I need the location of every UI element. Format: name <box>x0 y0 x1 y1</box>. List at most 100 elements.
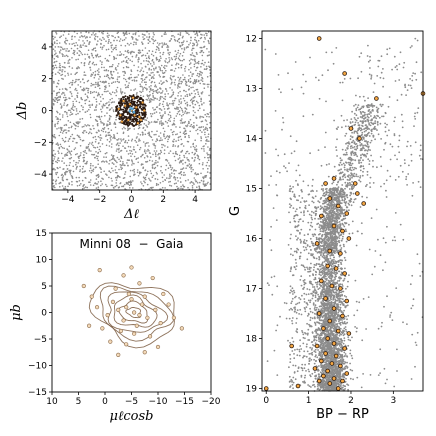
field-star-point <box>133 174 135 177</box>
field-star-point <box>120 138 122 140</box>
field-star-point <box>156 130 158 132</box>
field-star-point <box>74 35 76 38</box>
field-star-point <box>139 134 142 136</box>
field-star-point <box>189 104 191 107</box>
field-star-point <box>147 123 150 125</box>
field-star-point <box>180 98 182 100</box>
field-star-point <box>91 74 94 76</box>
field-star-point <box>195 69 197 72</box>
field-star-point <box>137 161 139 164</box>
field-star-point <box>178 113 181 116</box>
field-star-point <box>75 72 77 74</box>
field-star-point <box>195 173 198 176</box>
field-star-point <box>157 118 159 121</box>
field-star-point <box>148 145 150 147</box>
field-star-point <box>152 71 154 74</box>
field-star-point <box>108 40 110 43</box>
field-star-point <box>60 74 62 76</box>
field-star-point <box>76 185 79 187</box>
field-star-point <box>119 160 122 162</box>
cmd-field-point <box>341 345 343 347</box>
field-star-point <box>207 133 210 135</box>
member-star-point <box>130 101 133 104</box>
field-star-point <box>54 36 56 38</box>
field-star-point <box>102 124 105 126</box>
field-star-point <box>80 152 82 154</box>
field-star-point <box>132 180 134 182</box>
field-star-point <box>180 171 182 173</box>
field-star-point <box>88 108 90 111</box>
field-star-point <box>88 55 90 58</box>
field-star-point <box>192 168 194 171</box>
field-star-point <box>108 131 110 134</box>
field-star-point <box>102 103 105 106</box>
field-star-point <box>131 138 134 141</box>
field-star-point <box>98 68 100 70</box>
field-star-point <box>144 145 147 147</box>
field-star-point <box>134 33 136 35</box>
field-star-point <box>109 65 111 68</box>
member-star-point <box>138 106 141 109</box>
field-star-point <box>204 133 206 136</box>
field-star-point <box>168 53 171 56</box>
field-star-point <box>60 105 63 107</box>
field-star-point <box>62 78 64 80</box>
field-star-point <box>55 116 57 118</box>
field-star-point <box>180 82 182 85</box>
field-star-point <box>99 118 101 120</box>
field-star-point <box>148 55 150 57</box>
field-star-point <box>65 50 67 52</box>
field-star-point <box>155 184 158 186</box>
cmd-field-point <box>323 319 326 321</box>
cmd-field-point <box>342 342 345 345</box>
field-star-point <box>113 55 115 58</box>
field-star-point <box>155 111 158 113</box>
field-star-point <box>121 91 124 93</box>
field-star-point <box>124 78 127 81</box>
cmd-field-point <box>324 344 327 347</box>
cmd-field-point <box>340 311 343 314</box>
field-star-point <box>71 36 73 38</box>
field-star-point <box>96 36 99 38</box>
cmd-field-point <box>322 285 325 288</box>
field-star-point <box>129 51 132 53</box>
field-star-point <box>197 93 200 95</box>
member-star-point <box>128 99 131 102</box>
field-star-point <box>105 156 107 158</box>
field-star-point <box>162 51 165 54</box>
field-star-point <box>148 90 151 93</box>
cmd-field-point <box>338 294 341 297</box>
field-star-point <box>155 159 157 162</box>
field-star-point <box>208 165 210 167</box>
field-star-point <box>98 78 100 80</box>
field-star-point <box>171 64 173 66</box>
field-star-point <box>123 70 126 73</box>
field-star-point <box>186 104 189 107</box>
field-star-point <box>177 146 179 148</box>
member-star-point <box>128 123 131 125</box>
field-star-point <box>152 186 154 189</box>
field-star-point <box>177 84 179 86</box>
field-star-point <box>192 44 194 47</box>
field-star-point <box>110 146 113 148</box>
field-star-point <box>97 81 99 84</box>
field-star-point <box>76 95 79 97</box>
field-star-point <box>99 55 102 58</box>
field-star-point <box>60 152 63 155</box>
field-star-point <box>169 111 171 113</box>
field-star-point <box>73 148 76 151</box>
field-star-point <box>68 58 71 61</box>
field-star-point <box>118 147 120 150</box>
field-star-point <box>127 183 129 185</box>
field-star-point <box>127 164 129 167</box>
cmd-field-point <box>335 335 338 338</box>
field-star-point <box>168 177 170 180</box>
field-star-point <box>164 64 166 67</box>
field-star-point <box>183 131 186 133</box>
member-star-point <box>132 120 135 123</box>
field-star-point <box>65 153 67 155</box>
field-star-point <box>57 120 60 123</box>
field-star-point <box>200 71 202 73</box>
cmd-field-point <box>344 267 346 270</box>
cmd-field-point <box>344 328 347 331</box>
